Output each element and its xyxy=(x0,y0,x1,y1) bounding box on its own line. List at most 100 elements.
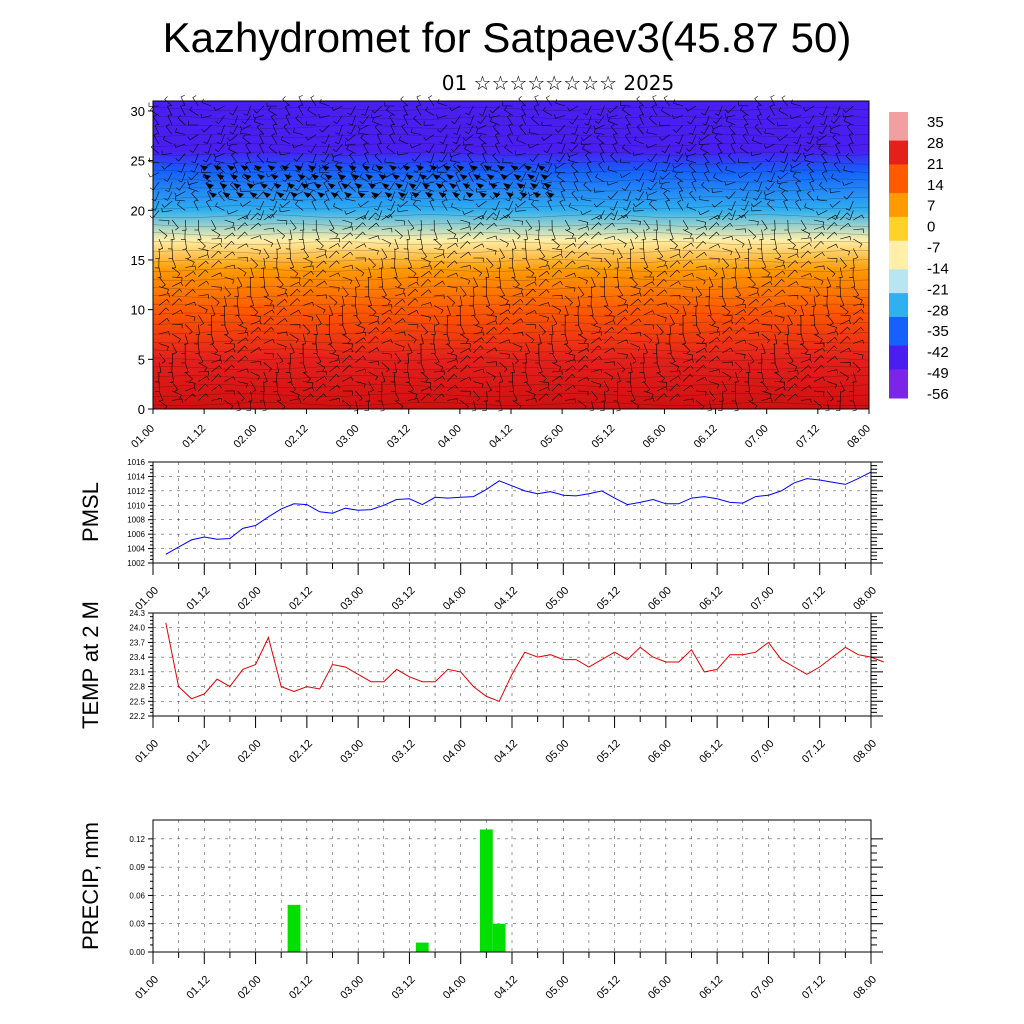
x-tick-label: 07.12 xyxy=(800,585,828,613)
colorbar-label: -21 xyxy=(927,281,949,298)
temp-panel: 22.2 22.5 22.8 23.1 23.4 23.7 24.0 24.3 01.00 01.… xyxy=(78,601,884,766)
colorbar-segment xyxy=(889,112,908,118)
colorbar-segment xyxy=(889,169,908,175)
y-tick-label: 1010 xyxy=(127,501,145,510)
colorbar-segment xyxy=(889,173,908,180)
x-tick-label: 02.12 xyxy=(283,423,311,451)
colorbar-segment xyxy=(889,326,908,332)
pmsl-line xyxy=(165,471,872,555)
x-tick-label: 04.12 xyxy=(492,738,520,766)
x-tick-label: 07.12 xyxy=(800,738,828,766)
x-tick-label: 05.00 xyxy=(543,585,571,613)
colorbar-label: -7 xyxy=(927,240,940,257)
colorbar-segment xyxy=(889,164,908,170)
y-tick-label: 20 xyxy=(131,203,145,218)
x-tick-label: 07.00 xyxy=(749,585,777,613)
colorbar-segment xyxy=(889,321,908,327)
x-tick-label: 06.12 xyxy=(697,585,725,613)
colorbar-label: -14 xyxy=(927,260,949,277)
colorbar-segment xyxy=(889,378,908,385)
x-tick-label: 01.12 xyxy=(184,585,212,613)
x-tick-label: 01.00 xyxy=(129,423,157,451)
x-tick-label: 02.00 xyxy=(236,585,264,613)
x-tick-label: 06.00 xyxy=(641,423,669,451)
x-tick-label: 02.00 xyxy=(236,974,264,1002)
wind-flags xyxy=(200,165,555,198)
x-tick-label: 04.00 xyxy=(441,738,469,766)
y-tick-label: 24.0 xyxy=(129,624,145,633)
x-tick-label: 02.00 xyxy=(231,423,259,451)
x-tick-label: 08.00 xyxy=(851,585,879,613)
colorbar-segment xyxy=(889,350,908,356)
colorbar-segment xyxy=(889,269,908,275)
colorbar-segment xyxy=(889,393,908,399)
colorbar-segment xyxy=(889,235,908,242)
y-tick-label: 0.09 xyxy=(129,863,145,872)
colorbar-segment xyxy=(889,202,908,208)
x-tick-label: 02.12 xyxy=(287,974,315,1002)
dashed-grid xyxy=(153,461,871,564)
colorbar-segment xyxy=(889,331,908,337)
colorbar-segment xyxy=(889,240,908,246)
x-tick-label: 03.12 xyxy=(390,738,418,766)
x-tick-label: 03.12 xyxy=(390,585,418,613)
x-tick-label: 08.00 xyxy=(845,423,873,451)
y-tick-label: 0.12 xyxy=(129,835,145,844)
x-tick-label: 05.00 xyxy=(543,974,571,1002)
colorbar-segment xyxy=(889,154,908,161)
x-tick-label: 05.00 xyxy=(543,738,571,766)
precip-bar xyxy=(492,923,506,952)
x-tick-label: 03.00 xyxy=(338,585,366,613)
y-tick-label: 1012 xyxy=(127,487,145,496)
x-tick-label: 06.00 xyxy=(646,585,674,613)
y-tick-label: 30 xyxy=(131,104,145,119)
colorbar-segment xyxy=(889,193,908,199)
colorbar-segment xyxy=(889,221,908,227)
colorbar-segment xyxy=(889,283,908,289)
x-tick-label: 04.00 xyxy=(441,585,469,613)
x-tick-label: 05.12 xyxy=(589,423,617,451)
x-tick-label: 04.00 xyxy=(436,423,464,451)
precip-bar xyxy=(287,904,301,952)
colorbar-segment xyxy=(889,345,908,351)
y-tick-label: 1008 xyxy=(127,516,145,525)
x-tick-label: 01.12 xyxy=(180,423,208,451)
colorbar-label: 35 xyxy=(927,114,944,131)
x-tick-label: 07.00 xyxy=(749,738,777,766)
y-tick-label: 22.8 xyxy=(129,683,145,692)
x-tick-label: 05.00 xyxy=(538,423,566,451)
colorbar-segment xyxy=(889,140,908,146)
y-tick-label: 15 xyxy=(131,253,145,268)
x-tick-label: 01.00 xyxy=(133,738,161,766)
x-tick-label: 08.00 xyxy=(851,974,879,1002)
colorbar-segment xyxy=(889,312,908,318)
precip-panel: 0.00 0.03 0.06 0.09 0.12 01.00 01.12 02.00 02.12… xyxy=(78,819,883,1002)
colorbar-segment xyxy=(889,359,908,366)
x-tick-label: 03.12 xyxy=(385,423,413,451)
colorbar-segment xyxy=(889,369,908,375)
y-tick-label: 23.4 xyxy=(129,653,145,662)
x-tick-label: 01.00 xyxy=(133,974,161,1002)
colorbar-segment xyxy=(889,150,908,156)
x-tick-label: 04.00 xyxy=(441,974,469,1002)
colorbar-label: -28 xyxy=(927,302,949,319)
x-tick-label: 03.00 xyxy=(338,974,366,1002)
colorbar-label: 14 xyxy=(927,177,944,194)
y-axis-title: PRECIP, mm xyxy=(78,822,103,950)
x-tick-label: 06.00 xyxy=(646,738,674,766)
colorbar-segment xyxy=(889,145,908,151)
colorbar-label: -42 xyxy=(927,344,949,361)
y-tick-label: 5 xyxy=(138,352,145,367)
colorbar-segment xyxy=(889,250,908,256)
colorbar-label: 28 xyxy=(927,135,944,152)
x-tick-label: 05.12 xyxy=(595,738,623,766)
y-tick-label: 22.2 xyxy=(129,712,145,721)
y-tick-label: 1004 xyxy=(127,545,145,554)
colorbar-segment xyxy=(889,302,908,308)
colorbar-segment xyxy=(889,293,908,299)
colorbar-label: -49 xyxy=(927,365,949,382)
colorbar-label: 7 xyxy=(927,198,935,215)
x-tick-label: 03.12 xyxy=(390,974,418,1002)
x-tick-label: 07.00 xyxy=(743,423,771,451)
